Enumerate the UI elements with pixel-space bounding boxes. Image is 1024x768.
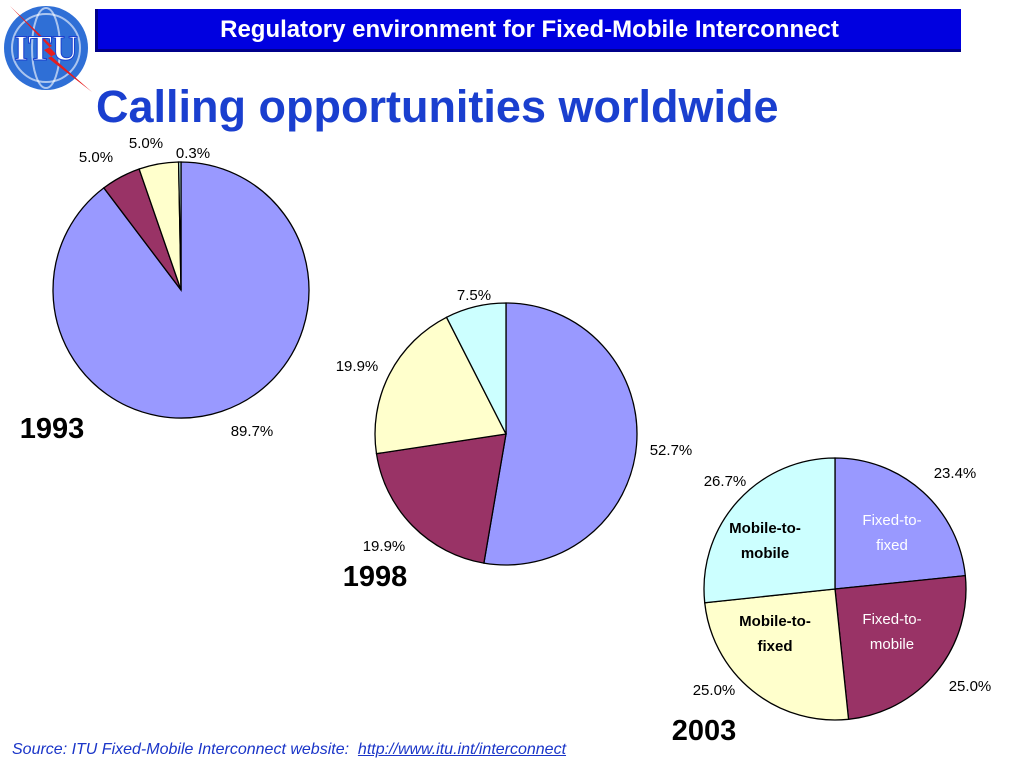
pie-1993-label-2: 5.0% (79, 149, 113, 166)
pie-year-label-1993: 1993 (20, 413, 85, 445)
logo-globe-icon (4, 6, 88, 90)
pie-1998-slice-1 (483, 302, 638, 566)
pie-1998-slice-3 (374, 316, 507, 455)
pie-2003-slice-name-3-2: fixed (757, 638, 792, 655)
logo-text: ITU (14, 28, 78, 68)
pie-2003-slice-1 (834, 457, 967, 590)
pie-2003-slice-name-1-1: Fixed-to- (862, 512, 921, 529)
source-text: Source: ITU Fixed-Mobile Interconnect we… (12, 741, 350, 758)
logo-meridian-icon (31, 7, 61, 89)
pie-1998-slice-2 (375, 433, 507, 564)
pie-1998-label-3: 19.9% (336, 358, 379, 375)
pie-2003-slice-name-2-2: mobile (870, 636, 914, 653)
pie-1993-label-1: 89.7% (231, 423, 274, 440)
header-bar: Regulatory environment for Fixed-Mobile … (95, 9, 961, 52)
pie-2003-slice-name-1-2: fixed (876, 537, 908, 554)
pie-1993-label-4: 0.3% (176, 145, 210, 162)
logo-ring-icon (11, 13, 81, 83)
pie-1998-slice-4 (445, 302, 507, 435)
slide-title: Calling opportunities worldwide (96, 81, 779, 132)
pie-2003-label-1: 23.4% (934, 465, 977, 482)
pie-1993-slice-4 (177, 161, 182, 291)
pie-2003-slice-4 (703, 457, 836, 604)
pie-2003-slice-3 (704, 588, 850, 721)
header-title: Regulatory environment for Fixed-Mobile … (220, 16, 839, 43)
pie-year-label-1998: 1998 (343, 561, 408, 593)
pie-2003-slice-2 (834, 574, 967, 721)
pie-2003-slice-name-2-1: Fixed-to- (862, 611, 921, 628)
source-link[interactable]: http://www.itu.int/interconnect (357, 741, 567, 758)
pie-1993-label-3: 5.0% (129, 135, 163, 152)
pie-2003-label-4: 26.7% (704, 473, 747, 490)
pie-1998-label-1: 52.7% (650, 442, 693, 459)
pie-2003-label-3: 25.0% (693, 682, 736, 699)
logo-lightning-icon (10, 6, 92, 92)
pie-2003-slice-name-4-1: Mobile-to- (729, 520, 801, 537)
pie-1998-label-4: 7.5% (457, 287, 491, 304)
pie-2003-slice-name-3-1: Mobile-to- (739, 613, 811, 630)
pie-2003-slice-name-4-2: mobile (741, 545, 789, 562)
source-note: Source: ITU Fixed-Mobile Interconnect we… (12, 741, 566, 759)
pie-1998-label-2: 19.9% (363, 538, 406, 555)
pie-year-label-2003: 2003 (672, 715, 737, 747)
itu-logo: ITU (4, 6, 92, 92)
pie-2003-label-2: 25.0% (949, 678, 992, 695)
